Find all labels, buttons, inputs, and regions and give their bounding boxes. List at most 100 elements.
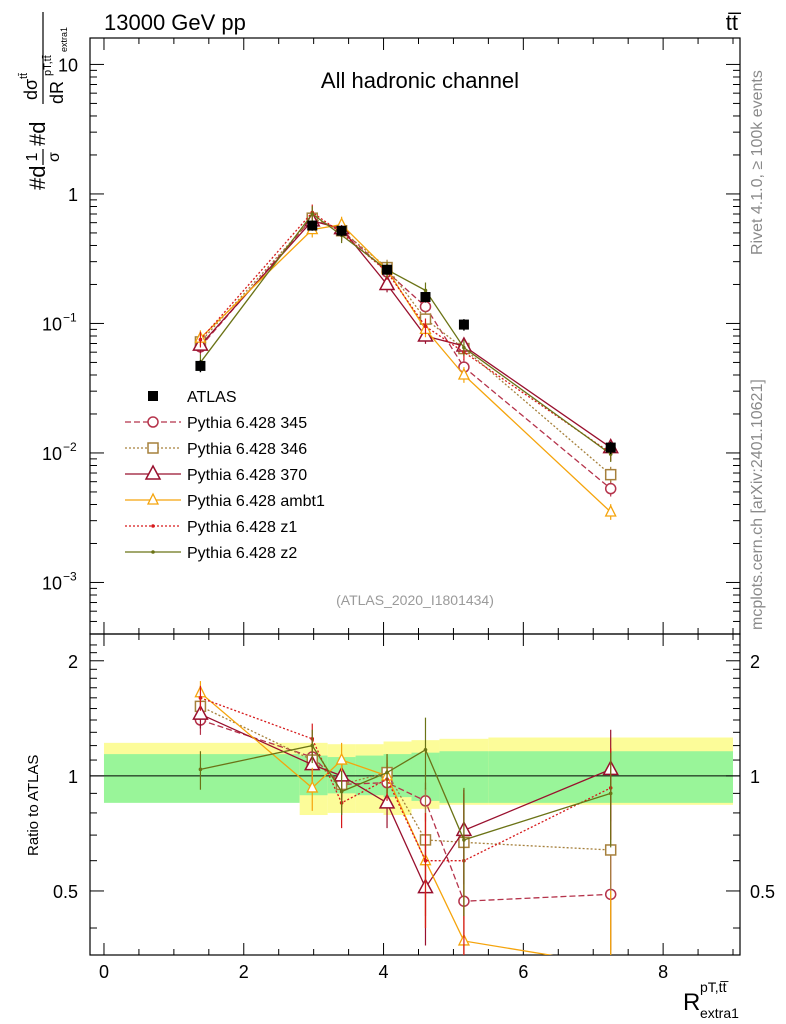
legend-label-p346: Pythia 6.428 346 bbox=[187, 441, 307, 458]
y-label-part: extra1 bbox=[59, 27, 69, 52]
x-tick-label: 2 bbox=[239, 962, 249, 982]
legend-label-atlas: ATLAS bbox=[187, 389, 237, 406]
point-p346 bbox=[604, 468, 617, 481]
legend-label-z2: Pythia 6.428 z2 bbox=[187, 545, 297, 562]
legend-item-p346: Pythia 6.428 346 bbox=[125, 441, 307, 458]
legend-marker-z2 bbox=[151, 550, 155, 554]
series-line-p370 bbox=[199, 220, 612, 449]
atlas-point bbox=[307, 220, 318, 231]
y-label-part: dσ bbox=[21, 79, 41, 100]
x-label-main: R bbox=[683, 989, 700, 1016]
point-ambt1 bbox=[604, 504, 617, 517]
point-z2 bbox=[462, 345, 466, 350]
ratio-point-p370 bbox=[378, 793, 396, 809]
ratio-y-tick-label-right: 0.5 bbox=[750, 882, 775, 902]
atlas-point bbox=[195, 360, 206, 371]
ratio-y-tick-label-right: 2 bbox=[750, 652, 760, 672]
y-tick-label: 10 bbox=[42, 573, 62, 593]
legend-marker-p370 bbox=[144, 464, 162, 480]
ratio-y-tick-label-right: 1 bbox=[750, 767, 760, 787]
legend-label-p345: Pythia 6.428 345 bbox=[187, 415, 307, 432]
x-tick-label: 0 bbox=[99, 962, 109, 982]
channel-label: All hadronic channel bbox=[321, 68, 519, 93]
legend-label-ambt1: Pythia 6.428 ambt1 bbox=[187, 493, 325, 510]
point-z1 bbox=[198, 337, 203, 342]
ratio-point-z2 bbox=[198, 767, 203, 772]
legend-item-atlas: ATLAS bbox=[148, 389, 237, 406]
ratio-point-ambt1 bbox=[335, 752, 348, 765]
point-p370 bbox=[378, 274, 396, 291]
y-tick-exponent: −3 bbox=[63, 569, 77, 583]
y-tick-label: 10 bbox=[42, 444, 62, 464]
ratio-point-z1 bbox=[198, 696, 203, 700]
y-label-part: #d bbox=[25, 122, 50, 146]
x-tick-label: 6 bbox=[518, 962, 528, 982]
ratio-point-z2 bbox=[423, 748, 428, 752]
legend-item-p345: Pythia 6.428 345 bbox=[125, 415, 307, 432]
ratio-y-tick-label: 0.5 bbox=[53, 882, 78, 902]
atlas-point bbox=[382, 264, 393, 275]
point-z2 bbox=[423, 288, 428, 293]
point-z1 bbox=[423, 324, 428, 329]
y-tick-label: 10 bbox=[58, 55, 78, 75]
point-ambt1 bbox=[457, 367, 470, 380]
ratio-point-z2 bbox=[339, 789, 344, 794]
legend-item-p370: Pythia 6.428 370 bbox=[125, 464, 307, 484]
atlas-point bbox=[605, 442, 616, 453]
atlas-point bbox=[336, 225, 347, 236]
ratio-point-ambt1 bbox=[306, 780, 319, 793]
ratio-point-p370 bbox=[192, 704, 209, 720]
x-label-sup: pT,tt̅ bbox=[700, 979, 729, 995]
data-series bbox=[192, 204, 619, 969]
legend-item-z1: Pythia 6.428 z1 bbox=[125, 519, 297, 536]
legend: ATLAS Pythia 6.428 345 Pythia 6.428 346 Pyt… bbox=[125, 389, 325, 562]
series-line-p346 bbox=[199, 217, 612, 476]
y-tick-label: 1 bbox=[68, 185, 78, 205]
ratio-y-tick-label: 2 bbox=[68, 652, 78, 672]
y-tick-label: 10 bbox=[42, 314, 62, 334]
x-label-sub: extra1 bbox=[700, 1005, 739, 1021]
legend-marker-ambt1 bbox=[146, 492, 160, 505]
legend-label-p370: Pythia 6.428 370 bbox=[187, 467, 307, 484]
x-tick-label: 4 bbox=[379, 962, 389, 982]
band-inner bbox=[103, 754, 300, 803]
atlas-point bbox=[420, 292, 431, 303]
legend-marker-atlas bbox=[148, 391, 158, 401]
mcplots-source-text: mcplots.cern.ch [arXiv:2401.10621] bbox=[749, 379, 766, 630]
ratio-line-ambt1 bbox=[200, 692, 554, 955]
y-axis-label-main: #d 1 σ #d dσ tt̄ dR pT,tt̄ extra1 bbox=[18, 12, 69, 190]
ratio-point-z2 bbox=[608, 791, 613, 796]
legend-marker-p345 bbox=[147, 416, 159, 428]
uncertainty-bands bbox=[90, 737, 740, 816]
y-label-part: 1 bbox=[24, 152, 41, 161]
y-axis-label-ratio: Ratio to ATLAS bbox=[25, 755, 42, 856]
legend-marker-z1 bbox=[151, 524, 155, 528]
legend-item-z2: Pythia 6.428 z2 bbox=[125, 545, 297, 562]
y-label-part: σ bbox=[46, 152, 63, 162]
ratio-point-ambt1 bbox=[606, 959, 616, 969]
y-label-part: #d bbox=[25, 166, 50, 190]
point-p345 bbox=[419, 300, 432, 313]
ratio-y-tick-label: 1 bbox=[68, 767, 78, 787]
main-series-group bbox=[192, 204, 619, 520]
point-p345 bbox=[604, 482, 617, 495]
ratio-point-z1 bbox=[423, 858, 428, 863]
point-z2 bbox=[310, 212, 315, 216]
y-label-part: dR bbox=[47, 81, 67, 104]
legend-marker-p346 bbox=[147, 442, 159, 454]
ratio-point-z2 bbox=[385, 770, 389, 775]
analysis-id: (ATLAS_2020_I1801434) bbox=[336, 592, 494, 608]
y-label-part: tt̄ bbox=[18, 73, 30, 79]
atlas-point bbox=[458, 319, 469, 330]
process-title: tt̅ bbox=[726, 10, 742, 35]
legend-label-z1: Pythia 6.428 z1 bbox=[187, 519, 297, 536]
x-axis-label: R pT,tt̅ extra1 bbox=[683, 979, 739, 1021]
legend-item-ambt1: Pythia 6.428 ambt1 bbox=[125, 492, 325, 510]
y-tick-exponent: −2 bbox=[63, 440, 77, 454]
y-label-part: pT,tt̄ bbox=[42, 55, 54, 76]
ratio-point-z2 bbox=[310, 743, 315, 748]
y-tick-exponent: −1 bbox=[63, 310, 77, 324]
collision-title: 13000 GeV pp bbox=[104, 10, 246, 35]
